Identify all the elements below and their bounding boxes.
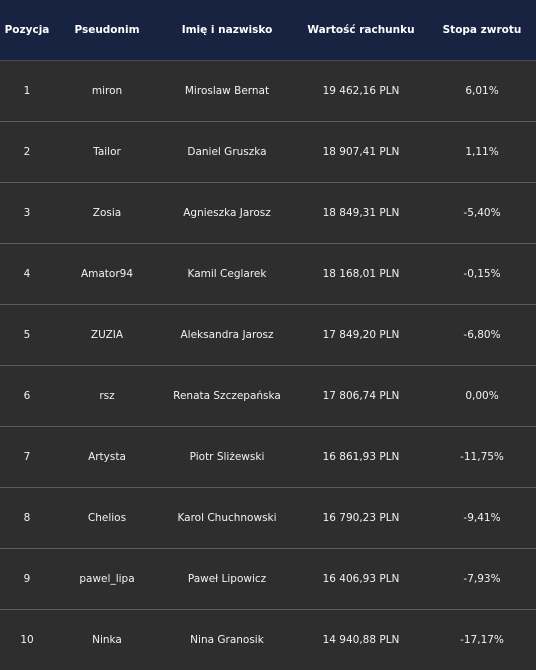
column-header-position[interactable]: Pozycja	[4, 24, 50, 36]
return-rate-cell: 6,01%	[465, 85, 499, 97]
table-row: 8 Chelios Karol Chuchnowski 16 790,23 PL…	[0, 488, 536, 549]
return-rate-cell: -5,40%	[463, 207, 501, 219]
return-rate-cell: -11,75%	[460, 451, 504, 463]
nickname-cell: Chelios	[87, 512, 127, 524]
full-name-cell: Piotr Śliżewski	[189, 451, 265, 463]
table-row: 3 Zosia Agnieszka Jarosz 18 849,31 PLN -…	[0, 183, 536, 244]
account-value-cell: 17 849,20 PLN	[322, 329, 400, 341]
nickname-cell: Artysta	[88, 451, 126, 463]
account-value-cell: 16 406,93 PLN	[322, 573, 400, 585]
account-value-cell: 18 168,01 PLN	[322, 268, 400, 280]
position-cell: 7	[23, 451, 31, 463]
column-header-full-name[interactable]: Imię i nazwisko	[181, 24, 273, 36]
return-rate-cell: 1,11%	[465, 146, 499, 158]
column-header-nickname[interactable]: Pseudonim	[74, 24, 140, 36]
full-name-cell: Renata Szczepańska	[173, 390, 281, 402]
table-row: 1 miron Miroslaw Bernat 19 462,16 PLN 6,…	[0, 61, 536, 122]
full-name-cell: Kamil Ceglarek	[187, 268, 267, 280]
table-row: 9 pawel_lipa Paweł Lipowicz 16 406,93 PL…	[0, 549, 536, 610]
account-value-cell: 19 462,16 PLN	[322, 85, 400, 97]
table-row: 6 rsz Renata Szczepańska 17 806,74 PLN 0…	[0, 366, 536, 427]
nickname-cell: Zosia	[92, 207, 122, 219]
full-name-cell: Nina Granosik	[190, 634, 264, 646]
position-cell: 9	[23, 573, 31, 585]
position-cell: 3	[23, 207, 31, 219]
account-value-cell: 18 907,41 PLN	[322, 146, 400, 158]
account-value-cell: 16 861,93 PLN	[322, 451, 400, 463]
table-header: Pozycja Pseudonim Imię i nazwisko Wartoś…	[0, 0, 536, 61]
nickname-cell: Ninka	[92, 634, 122, 646]
full-name-cell: Paweł Lipowicz	[187, 573, 267, 585]
nickname-cell: miron	[91, 85, 123, 97]
return-rate-cell: -0,15%	[463, 268, 501, 280]
full-name-cell: Daniel Gruszka	[187, 146, 267, 158]
return-rate-cell: 0,00%	[465, 390, 499, 402]
account-value-cell: 16 790,23 PLN	[322, 512, 400, 524]
position-cell: 8	[23, 512, 31, 524]
table-row: 5 ZUZIA Aleksandra Jarosz 17 849,20 PLN …	[0, 305, 536, 366]
account-value-cell: 17 806,74 PLN	[322, 390, 400, 402]
full-name-cell: Karol Chuchnowski	[177, 512, 277, 524]
table-row: 4 Amator94 Kamil Ceglarek 18 168,01 PLN …	[0, 244, 536, 305]
column-header-account-value[interactable]: Wartość rachunku	[307, 24, 415, 36]
nickname-cell: Amator94	[80, 268, 134, 280]
position-cell: 10	[20, 634, 34, 646]
return-rate-cell: -17,17%	[460, 634, 504, 646]
nickname-cell: Tailor	[93, 146, 121, 158]
position-cell: 6	[23, 390, 31, 402]
position-cell: 5	[23, 329, 31, 341]
position-cell: 1	[23, 85, 31, 97]
table-row: 7 Artysta Piotr Śliżewski 16 861,93 PLN …	[0, 427, 536, 488]
position-cell: 4	[23, 268, 31, 280]
account-value-cell: 18 849,31 PLN	[322, 207, 400, 219]
account-value-cell: 14 940,88 PLN	[322, 634, 400, 646]
nickname-cell: rsz	[99, 390, 115, 402]
return-rate-cell: -6,80%	[463, 329, 501, 341]
full-name-cell: Agnieszka Jarosz	[183, 207, 271, 219]
return-rate-cell: -7,93%	[463, 573, 501, 585]
full-name-cell: Miroslaw Bernat	[184, 85, 270, 97]
column-header-return-rate[interactable]: Stopa zwrotu	[442, 24, 522, 36]
nickname-cell: ZUZIA	[90, 329, 124, 341]
position-cell: 2	[23, 146, 31, 158]
table-row: 10 Ninka Nina Granosik 14 940,88 PLN -17…	[0, 610, 536, 670]
nickname-cell: pawel_lipa	[79, 573, 135, 585]
table-row: 2 Tailor Daniel Gruszka 18 907,41 PLN 1,…	[0, 122, 536, 183]
return-rate-cell: -9,41%	[463, 512, 501, 524]
full-name-cell: Aleksandra Jarosz	[180, 329, 274, 341]
